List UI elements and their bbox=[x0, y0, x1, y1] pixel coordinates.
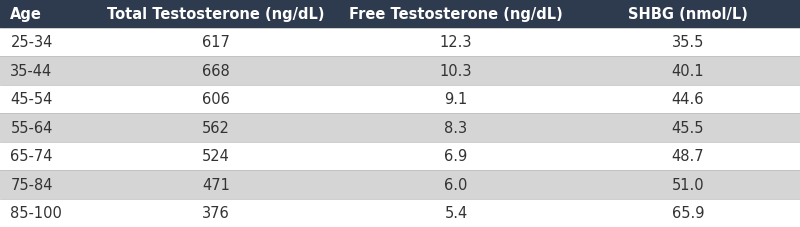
Bar bbox=[0, 57, 96, 85]
Bar bbox=[336, 142, 576, 170]
Bar bbox=[576, 114, 800, 142]
Text: 10.3: 10.3 bbox=[440, 64, 472, 78]
Bar bbox=[336, 114, 576, 142]
Bar bbox=[96, 85, 336, 114]
Bar bbox=[0, 0, 96, 28]
Text: 471: 471 bbox=[202, 177, 230, 192]
Bar bbox=[96, 142, 336, 170]
Text: 6.9: 6.9 bbox=[444, 149, 468, 163]
Text: 8.3: 8.3 bbox=[445, 120, 467, 135]
Text: 40.1: 40.1 bbox=[672, 64, 704, 78]
Bar bbox=[576, 57, 800, 85]
Text: 45-54: 45-54 bbox=[10, 92, 53, 107]
Bar bbox=[0, 28, 96, 57]
Bar bbox=[576, 28, 800, 57]
Bar bbox=[576, 199, 800, 227]
Bar bbox=[576, 142, 800, 170]
Text: 524: 524 bbox=[202, 149, 230, 163]
Bar bbox=[336, 57, 576, 85]
Text: 65.9: 65.9 bbox=[672, 205, 704, 220]
Text: 44.6: 44.6 bbox=[672, 92, 704, 107]
Text: 51.0: 51.0 bbox=[672, 177, 704, 192]
Bar bbox=[96, 57, 336, 85]
Text: 12.3: 12.3 bbox=[440, 35, 472, 50]
Bar bbox=[336, 170, 576, 199]
Text: 25-34: 25-34 bbox=[10, 35, 53, 50]
Text: 5.4: 5.4 bbox=[444, 205, 468, 220]
Bar bbox=[336, 0, 576, 28]
Bar bbox=[576, 170, 800, 199]
Text: 65-74: 65-74 bbox=[10, 149, 53, 163]
Bar bbox=[0, 114, 96, 142]
Bar bbox=[0, 170, 96, 199]
Bar bbox=[576, 85, 800, 114]
Text: 35-44: 35-44 bbox=[10, 64, 53, 78]
Bar bbox=[96, 0, 336, 28]
Text: 617: 617 bbox=[202, 35, 230, 50]
Text: 45.5: 45.5 bbox=[672, 120, 704, 135]
Text: 9.1: 9.1 bbox=[444, 92, 468, 107]
Bar bbox=[96, 28, 336, 57]
Text: 6.0: 6.0 bbox=[444, 177, 468, 192]
Bar bbox=[336, 85, 576, 114]
Bar bbox=[96, 199, 336, 227]
Text: 85-100: 85-100 bbox=[10, 205, 62, 220]
Text: 562: 562 bbox=[202, 120, 230, 135]
Bar bbox=[336, 199, 576, 227]
Text: Total Testosterone (ng/dL): Total Testosterone (ng/dL) bbox=[107, 7, 325, 22]
Bar bbox=[576, 0, 800, 28]
Bar bbox=[96, 170, 336, 199]
Bar bbox=[0, 199, 96, 227]
Text: Age: Age bbox=[10, 7, 42, 22]
Text: Free Testosterone (ng/dL): Free Testosterone (ng/dL) bbox=[349, 7, 563, 22]
Text: SHBG (nmol/L): SHBG (nmol/L) bbox=[628, 7, 748, 22]
Text: 376: 376 bbox=[202, 205, 230, 220]
Bar bbox=[96, 114, 336, 142]
Text: 668: 668 bbox=[202, 64, 230, 78]
Text: 35.5: 35.5 bbox=[672, 35, 704, 50]
Text: 75-84: 75-84 bbox=[10, 177, 53, 192]
Bar bbox=[336, 28, 576, 57]
Text: 48.7: 48.7 bbox=[672, 149, 704, 163]
Text: 606: 606 bbox=[202, 92, 230, 107]
Text: 55-64: 55-64 bbox=[10, 120, 53, 135]
Bar bbox=[0, 85, 96, 114]
Bar bbox=[0, 142, 96, 170]
